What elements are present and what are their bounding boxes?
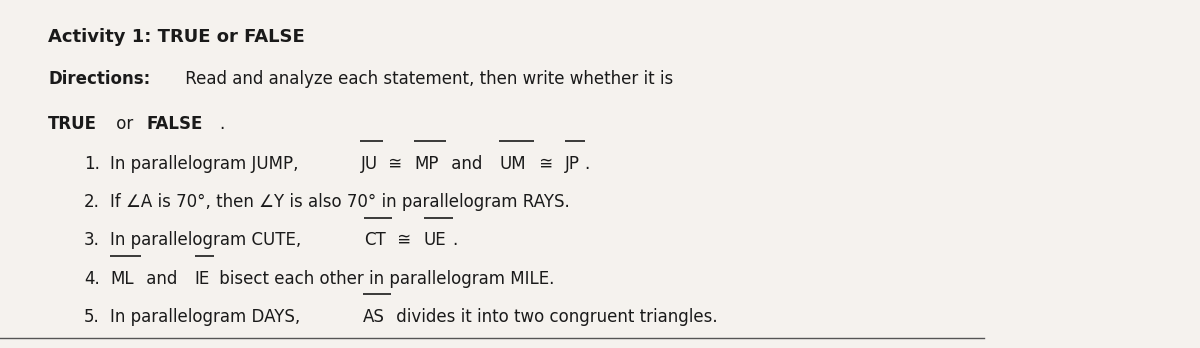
- Text: Directions:: Directions:: [48, 70, 150, 88]
- Text: 3.: 3.: [84, 231, 100, 250]
- Text: .: .: [584, 155, 589, 173]
- Text: .: .: [452, 231, 458, 250]
- Text: Activity 1: TRUE or FALSE: Activity 1: TRUE or FALSE: [48, 28, 305, 46]
- Text: TRUE: TRUE: [48, 115, 97, 133]
- Text: MP: MP: [414, 155, 438, 173]
- Text: and: and: [445, 155, 487, 173]
- Text: ML: ML: [110, 270, 134, 288]
- Text: FALSE: FALSE: [146, 115, 203, 133]
- Text: ≅: ≅: [392, 231, 416, 250]
- Text: or: or: [112, 115, 139, 133]
- Text: CT: CT: [364, 231, 385, 250]
- Text: and: and: [140, 270, 182, 288]
- Text: bisect each other in parallelogram MILE.: bisect each other in parallelogram MILE.: [214, 270, 554, 288]
- Text: In parallelogram DAYS,: In parallelogram DAYS,: [110, 308, 306, 326]
- Text: UM: UM: [499, 155, 526, 173]
- Text: ≅: ≅: [534, 155, 558, 173]
- Text: ≅: ≅: [383, 155, 407, 173]
- Text: JU: JU: [360, 155, 378, 173]
- Text: Read and analyze each statement, then write whether it is: Read and analyze each statement, then wr…: [180, 70, 673, 88]
- Text: 2.: 2.: [84, 193, 100, 211]
- Text: 5.: 5.: [84, 308, 100, 326]
- Text: 1.: 1.: [84, 155, 100, 173]
- Text: divides it into two congruent triangles.: divides it into two congruent triangles.: [391, 308, 718, 326]
- Text: In parallelogram JUMP,: In parallelogram JUMP,: [110, 155, 305, 173]
- Text: JP: JP: [565, 155, 580, 173]
- Text: .: .: [220, 115, 224, 133]
- Text: If ∠A is 70°, then ∠Y is also 70° in parallelogram RAYS.: If ∠A is 70°, then ∠Y is also 70° in par…: [110, 193, 570, 211]
- Text: IE: IE: [194, 270, 210, 288]
- Text: UE: UE: [424, 231, 446, 250]
- Text: AS: AS: [362, 308, 384, 326]
- Text: In parallelogram CUTE,: In parallelogram CUTE,: [110, 231, 307, 250]
- Text: 4.: 4.: [84, 270, 100, 288]
